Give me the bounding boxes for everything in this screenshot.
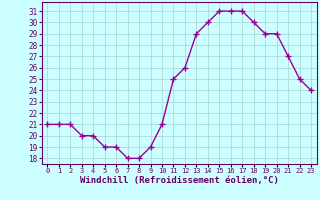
X-axis label: Windchill (Refroidissement éolien,°C): Windchill (Refroidissement éolien,°C) — [80, 176, 279, 185]
